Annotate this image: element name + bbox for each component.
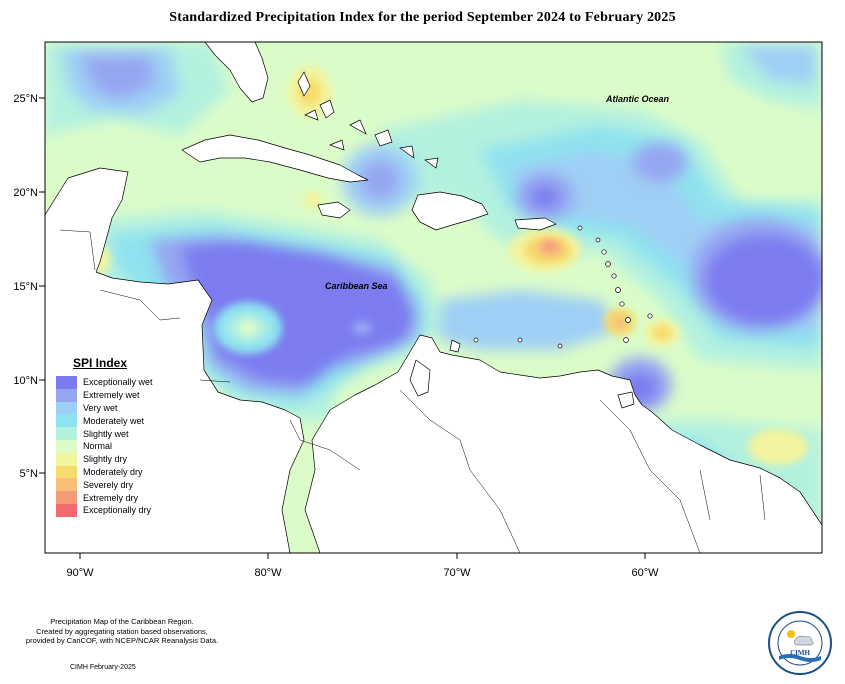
legend-item: Very wet xyxy=(56,401,176,415)
legend-label: Extremely dry xyxy=(83,492,139,503)
footer-line: provided by CariCOF, with NCEP/NCAR Rean… xyxy=(25,636,219,645)
legend-label: Exceptionally dry xyxy=(83,505,152,516)
country-borders xyxy=(59,229,766,553)
legend-item: Moderately wet xyxy=(56,414,176,428)
spi-legend: SPI Index Exceptionally wet Extremely wet… xyxy=(56,356,176,517)
legend-swatch xyxy=(56,388,77,402)
lon-tick-label: 80°W xyxy=(254,567,282,579)
logo-text: CIMH xyxy=(790,649,810,657)
footer-line: Precipitation Map of the Caribbean Regio… xyxy=(50,617,194,626)
lat-tick-label: 25°N xyxy=(13,93,38,105)
legend-swatch xyxy=(56,503,77,517)
lat-tick-label: 5°N xyxy=(20,468,39,480)
wave-icon xyxy=(779,654,821,662)
lon-tick-label: 90°W xyxy=(66,567,94,579)
lat-tick-label: 10°N xyxy=(13,375,38,387)
legend-label: Severely dry xyxy=(83,479,134,490)
footer-note: Precipitation Map of the Caribbean Regio… xyxy=(8,617,236,646)
legend-swatch xyxy=(56,414,77,428)
legend-item: Slightly wet xyxy=(56,427,176,440)
atlantic-ocean-label: Atlantic Ocean xyxy=(605,94,670,104)
map-frame xyxy=(44,41,823,554)
cloud-icon xyxy=(794,635,814,646)
legend-item: Severely dry xyxy=(56,478,176,492)
sun-icon xyxy=(787,630,795,638)
legend-item: Exceptionally dry xyxy=(56,503,176,517)
caribbean-sea-label: Caribbean Sea xyxy=(325,281,388,291)
lon-tick-marks xyxy=(79,553,646,559)
lon-tick-label: 60°W xyxy=(631,567,659,579)
footer-credit: CIMH February-2025 xyxy=(70,664,136,671)
legend-item: Moderately dry xyxy=(56,465,176,479)
legend-item: Exceptionally wet xyxy=(56,376,176,389)
legend-swatch xyxy=(56,427,77,440)
legend-swatch xyxy=(56,465,77,479)
legend-title: SPI Index xyxy=(73,356,128,370)
legend-swatch xyxy=(56,401,77,415)
legend-swatch xyxy=(56,452,77,466)
legend-label: Moderately wet xyxy=(83,415,145,426)
lat-tick-label: 15°N xyxy=(13,281,38,293)
legend-label: Extremely wet xyxy=(83,390,140,401)
legend-label: Slightly wet xyxy=(83,428,129,439)
legend-label: Normal xyxy=(83,441,113,452)
spi-field xyxy=(45,42,822,553)
legend-swatch xyxy=(56,376,77,389)
lat-tick-marks xyxy=(39,97,45,474)
legend-item: Extremely wet xyxy=(56,388,176,402)
legend-swatch xyxy=(56,478,77,492)
legend-swatch xyxy=(56,491,77,504)
legend-swatch xyxy=(56,439,77,453)
lon-tick-label: 70°W xyxy=(443,567,471,579)
small-islands xyxy=(297,71,653,349)
legend-label: Moderately dry xyxy=(83,466,143,477)
lat-tick-label: 20°N xyxy=(13,187,38,199)
land-masses xyxy=(45,42,822,553)
map-title: Standardized Precipitation Index for the… xyxy=(169,10,676,25)
legend-label: Very wet xyxy=(83,402,118,413)
legend-label: Exceptionally wet xyxy=(83,377,153,388)
cimh-logo: CIMH xyxy=(768,611,832,675)
legend-item: Extremely dry xyxy=(56,491,176,504)
footer-line: Created by aggregating station based obs… xyxy=(36,626,208,636)
legend-item: Normal xyxy=(56,439,176,453)
legend-items: Exceptionally wet Extremely wet Very wet Mo… xyxy=(56,376,176,517)
legend-label: Slightly dry xyxy=(83,454,128,465)
legend-item: Slightly dry xyxy=(56,452,176,466)
